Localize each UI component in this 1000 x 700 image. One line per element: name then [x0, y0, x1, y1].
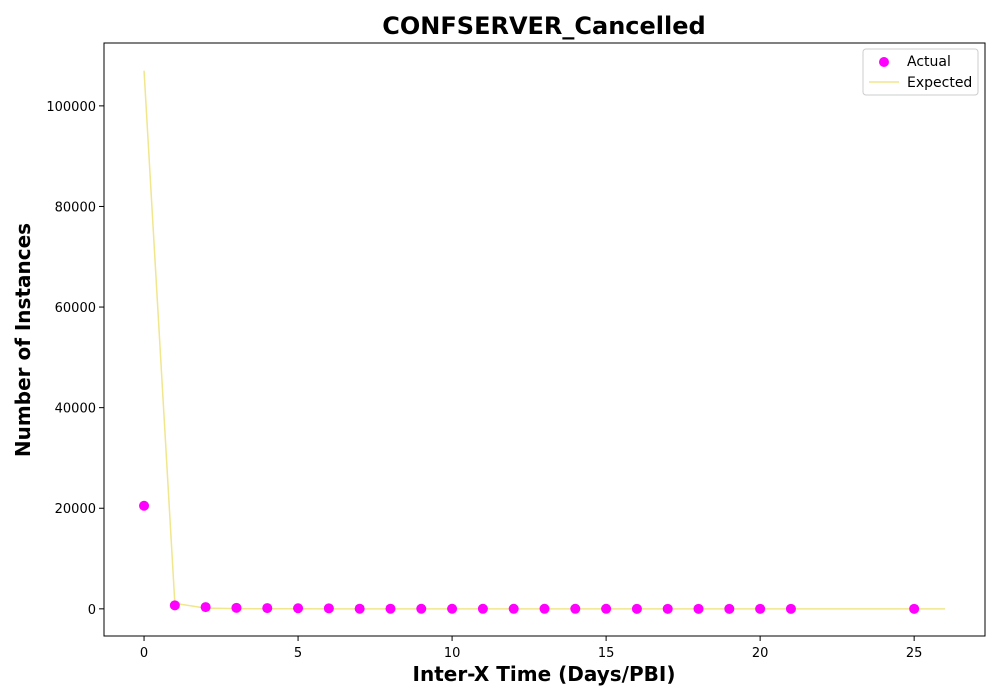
expected-series-line: [143, 70, 945, 610]
plot-frame: [103, 42, 986, 637]
actual-point: [909, 603, 920, 614]
actual-point: [354, 603, 365, 614]
actual-point: [200, 602, 211, 613]
actual-point: [539, 603, 550, 614]
y-axis-title: Number of Instances: [11, 223, 35, 457]
actual-point: [508, 603, 519, 614]
y-tick-label: 80000: [55, 200, 96, 215]
actual-point: [139, 500, 150, 511]
actual-point: [724, 603, 735, 614]
actual-point: [662, 603, 673, 614]
y-axis: 0 20000 40000 60000 80000 100000: [46, 100, 104, 618]
y-tick-label: 20000: [55, 502, 96, 517]
y-tick-label: 60000: [55, 301, 96, 316]
x-tick-label: 15: [598, 646, 615, 661]
actual-point: [631, 603, 642, 614]
x-tick-label: 20: [752, 646, 769, 661]
actual-point: [570, 603, 581, 614]
y-tick-label: 40000: [55, 402, 96, 417]
x-axis: 0 5 10 15 20 25: [140, 636, 923, 661]
y-tick-label: 100000: [46, 100, 96, 115]
actual-point: [601, 603, 612, 614]
actual-point: [231, 602, 242, 613]
actual-point: [323, 603, 334, 614]
actual-point: [262, 603, 273, 614]
actual-point: [755, 603, 766, 614]
legend-actual-label: Actual: [907, 54, 951, 70]
y-tick-label: 0: [88, 603, 96, 618]
actual-point: [477, 603, 488, 614]
actual-point: [416, 603, 427, 614]
legend: Actual Expected: [862, 48, 979, 96]
actual-point: [447, 603, 458, 614]
actual-point: [693, 603, 704, 614]
actual-point: [785, 603, 796, 614]
legend-actual-marker: [879, 57, 889, 67]
actual-point: [293, 603, 304, 614]
x-tick-label: 0: [140, 646, 148, 661]
actual-point: [169, 600, 180, 611]
x-tick-label: 10: [444, 646, 461, 661]
plot-area: [139, 70, 945, 614]
x-tick-label: 25: [906, 646, 923, 661]
x-axis-title: Inter-X Time (Days/PBI): [413, 662, 676, 686]
x-tick-label: 5: [294, 646, 302, 661]
legend-box: [862, 48, 979, 96]
chart-title: CONFSERVER_Cancelled: [382, 12, 705, 40]
legend-expected-label: Expected: [907, 75, 972, 91]
actual-point: [385, 603, 396, 614]
